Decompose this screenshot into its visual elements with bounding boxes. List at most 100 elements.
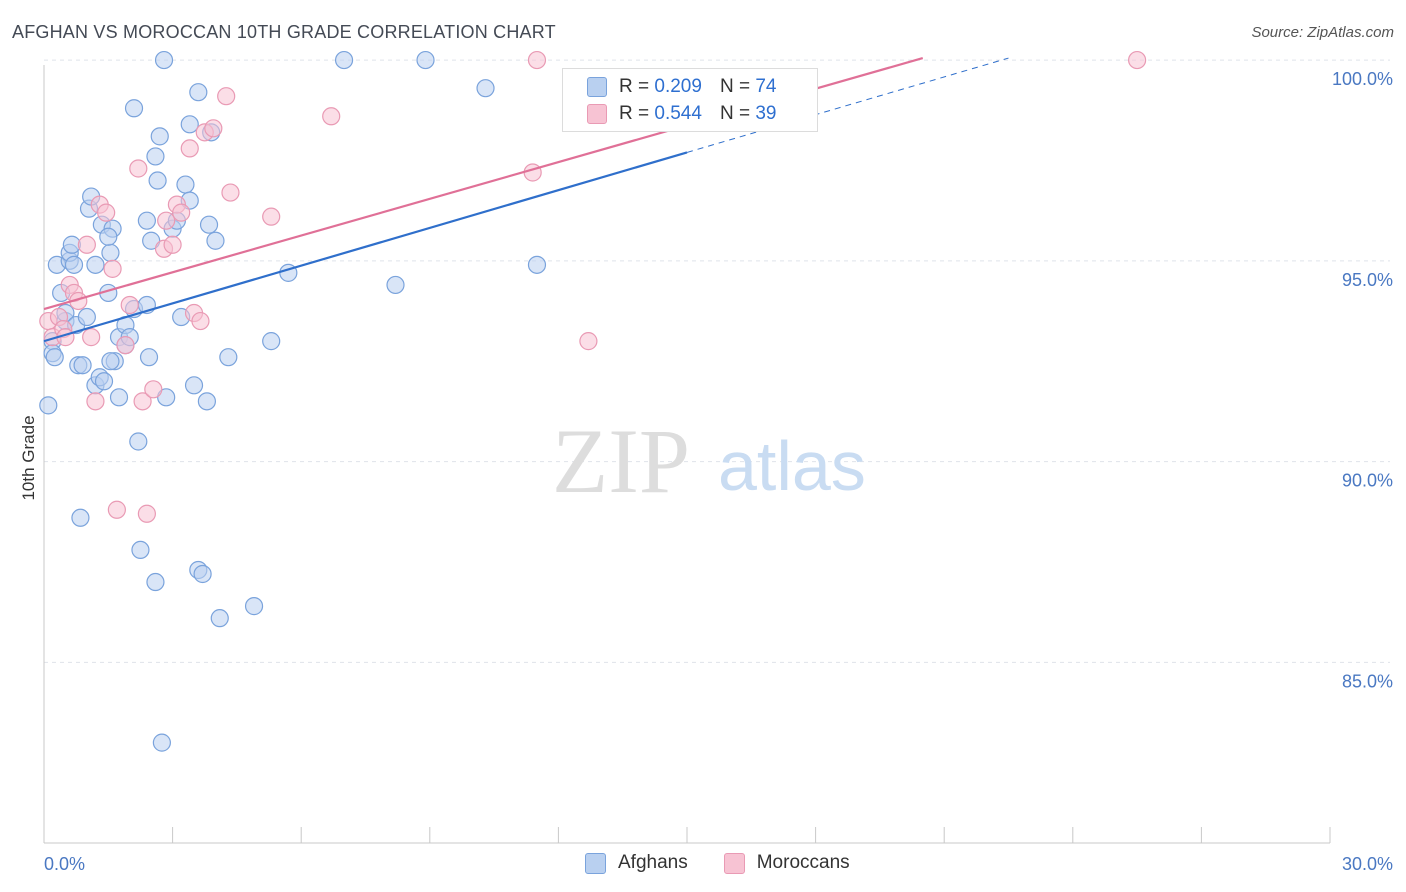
source-credit: Source: ZipAtlas.com — [1251, 24, 1394, 41]
afghan-point — [39, 396, 58, 415]
afghan-point — [146, 572, 165, 592]
watermark-atlas: atlas — [718, 427, 866, 505]
afghan-point — [527, 255, 547, 274]
moroccan-point — [144, 380, 163, 399]
moroccan-point — [191, 311, 210, 331]
moroccan-point — [180, 139, 199, 158]
moroccan-point — [217, 87, 236, 106]
moroccan-point — [579, 332, 598, 351]
afghan-point — [416, 50, 435, 70]
chart-title: AFGHAN VS MOROCCAN 10TH GRADE CORRELATIO… — [12, 22, 556, 42]
moroccan-point — [116, 336, 135, 355]
afghan-point — [154, 50, 174, 70]
labels-layer: 85.0% 90.0% 95.0% 100.0% 0.0% 30.0% 10th Grade — [19, 69, 1393, 874]
series-legend-moroccans[interactable]: Moroccans — [723, 852, 850, 874]
y-tick-label: 100.0% — [1332, 69, 1393, 89]
afghan-point — [129, 432, 148, 451]
moroccan-point — [172, 203, 191, 222]
moroccans-legend-label: Moroccans — [756, 852, 850, 873]
moroccans-swatch-icon — [587, 104, 607, 124]
x-tick-label-end: 30.0% — [1342, 854, 1393, 874]
moroccans-r-value: 0.544 — [654, 103, 702, 124]
series-legend: Afghans Moroccans — [585, 852, 886, 874]
moroccan-point — [120, 295, 139, 315]
moroccan-point — [137, 504, 156, 523]
afghan-point — [94, 372, 114, 391]
afghan-point — [180, 115, 199, 134]
afghan-point — [109, 388, 129, 407]
afghan-point — [77, 307, 96, 327]
afghan-point — [139, 348, 159, 367]
moroccan-point — [262, 207, 281, 226]
moroccan-point — [322, 107, 341, 126]
watermark-zip: ZIP — [552, 410, 690, 512]
moroccan-point — [523, 163, 542, 182]
afghan-point — [64, 255, 84, 274]
legend-row-moroccans: R = 0.544 N = 39 — [587, 101, 776, 127]
afghan-point — [184, 376, 204, 395]
series-legend-afghans[interactable]: Afghans — [585, 852, 688, 874]
afghan-point — [193, 564, 212, 584]
afghans-r-value: 0.209 — [654, 76, 702, 97]
moroccans-n-value: 39 — [755, 103, 777, 124]
afghan-point — [244, 597, 264, 616]
points-layer — [39, 50, 1147, 752]
watermark: ZIP atlas — [552, 410, 866, 512]
y-tick-label: 90.0% — [1342, 471, 1393, 491]
afghan-point — [137, 211, 156, 230]
moroccan-point — [77, 235, 96, 254]
afghan-point — [476, 79, 495, 98]
afghan-point — [210, 609, 229, 628]
axes-layer — [43, 65, 1331, 844]
moroccan-point — [129, 159, 148, 178]
moroccan-point — [157, 211, 176, 230]
afghan-point — [99, 227, 118, 246]
moroccan-point — [103, 259, 122, 278]
afghans-legend-icon — [585, 852, 606, 874]
afghan-point — [334, 50, 354, 70]
afghan-point — [45, 348, 64, 367]
moroccan-point — [86, 392, 105, 411]
afghan-point — [199, 215, 219, 234]
afghan-point — [131, 540, 150, 560]
afghan-point — [206, 231, 225, 250]
afghan-point — [142, 231, 161, 250]
afghans-swatch-icon — [587, 77, 607, 97]
legend-r-label: R = — [619, 103, 650, 124]
afghan-point — [101, 243, 120, 262]
legend-r-label: R = — [619, 76, 650, 97]
afghan-trend-line — [43, 151, 688, 343]
legend-row-afghans: R = 0.209 N = 74 — [587, 74, 776, 100]
grid-layer — [44, 59, 1390, 663]
afghan-point — [157, 388, 176, 407]
moroccan-point — [82, 328, 101, 347]
afghan-point — [86, 255, 105, 274]
afghans-legend-label: Afghans — [618, 852, 688, 873]
afghan-point — [176, 175, 195, 194]
afghan-point — [386, 275, 405, 295]
x-tick-label-start: 0.0% — [44, 854, 85, 874]
moroccan-point — [133, 392, 152, 411]
moroccan-point — [163, 235, 182, 254]
afghan-point — [71, 508, 90, 527]
moroccan-point — [1127, 50, 1147, 70]
afghan-point — [101, 352, 120, 371]
afghans-n-value: 74 — [755, 76, 777, 97]
afghan-point — [73, 356, 92, 375]
moroccan-point — [527, 50, 547, 70]
moroccan-point — [221, 183, 240, 202]
afghan-point — [197, 392, 216, 411]
afghan-point — [152, 733, 171, 752]
y-axis-label: 10th Grade — [19, 415, 38, 500]
afghan-point — [148, 171, 167, 190]
afghan-trend-extension — [686, 57, 1009, 153]
afghan-point — [262, 332, 281, 351]
afghan-point — [219, 348, 238, 367]
stats-legend: R = 0.209 N = 74 R = 0.544 N = 39 — [562, 68, 818, 132]
afghan-point — [146, 147, 165, 166]
moroccan-point — [97, 203, 116, 222]
afghan-point — [150, 127, 169, 146]
legend-n-label: N = — [719, 76, 751, 97]
y-tick-label: 85.0% — [1342, 671, 1393, 691]
